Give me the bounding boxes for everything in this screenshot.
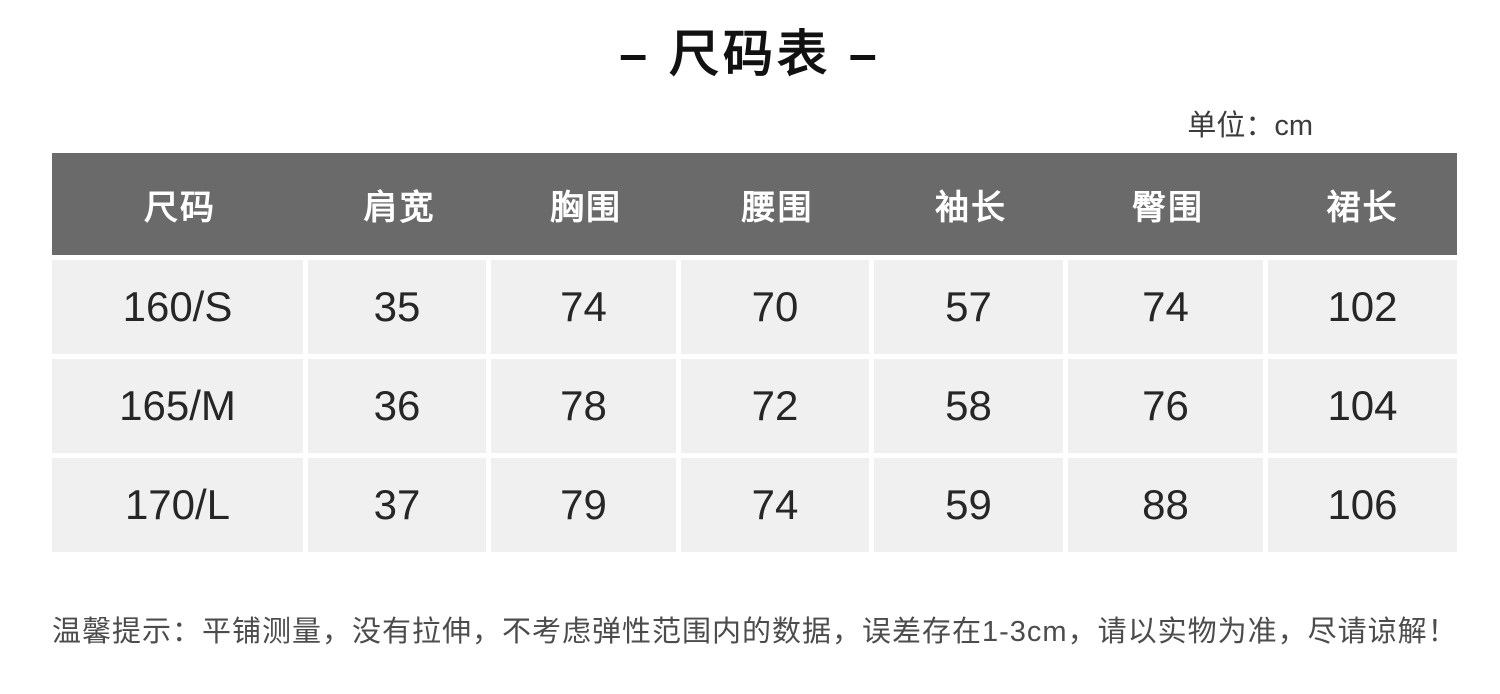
cell-shoulder: 37 xyxy=(308,458,491,552)
cell-hip: 88 xyxy=(1068,458,1268,552)
cell-skirt-length: 104 xyxy=(1268,359,1457,453)
cell-sleeve: 57 xyxy=(874,260,1068,354)
table-row-160s: 160/S 35 74 70 57 74 102 xyxy=(52,260,1457,354)
header-cell-sleeve: 袖长 xyxy=(935,188,1007,227)
cell-waist: 74 xyxy=(681,458,874,552)
header-cell-shoulder: 肩宽 xyxy=(363,188,436,227)
header-cell-bust: 胸围 xyxy=(550,188,622,227)
cell-size: 170/L xyxy=(52,458,308,552)
cell-bust: 78 xyxy=(491,359,681,453)
header-cell-skirt-length: 裙长 xyxy=(1326,188,1399,227)
unit-label: 单位：cm xyxy=(1187,110,1313,142)
cell-hip: 74 xyxy=(1068,260,1268,354)
cell-waist: 72 xyxy=(681,359,874,453)
cell-size: 160/S xyxy=(52,260,308,354)
cell-bust: 79 xyxy=(491,458,681,552)
header-cell-size: 尺码 xyxy=(144,188,216,227)
table-row-170l: 170/L 37 79 74 59 88 106 xyxy=(52,458,1457,552)
cell-sleeve: 59 xyxy=(874,458,1068,552)
header-cell-waist: 腰围 xyxy=(741,188,814,227)
size-table: 尺码 肩宽 胸围 腰围 袖长 臀围 裙长 160/S 35 74 70 57 7… xyxy=(52,153,1457,552)
cell-waist: 70 xyxy=(681,260,874,354)
table-row-165m: 165/M 36 78 72 58 76 104 xyxy=(52,359,1457,453)
cell-shoulder: 35 xyxy=(308,260,491,354)
cell-bust: 74 xyxy=(491,260,681,354)
header-cell-hip: 臀围 xyxy=(1132,188,1204,227)
cell-shoulder: 36 xyxy=(308,359,491,453)
table-header-row: 尺码 肩宽 胸围 腰围 袖长 臀围 裙长 xyxy=(52,153,1457,255)
cell-size: 165/M xyxy=(52,359,308,453)
cell-hip: 76 xyxy=(1068,359,1268,453)
note-text: 温馨提示：平铺测量，没有拉伸，不考虑弹性范围内的数据，误差存在1-3cm，请以实… xyxy=(52,616,1458,648)
cell-skirt-length: 102 xyxy=(1268,260,1457,354)
cell-skirt-length: 106 xyxy=(1268,458,1457,552)
page-title: – 尺码表 – xyxy=(619,26,881,82)
cell-sleeve: 58 xyxy=(874,359,1068,453)
